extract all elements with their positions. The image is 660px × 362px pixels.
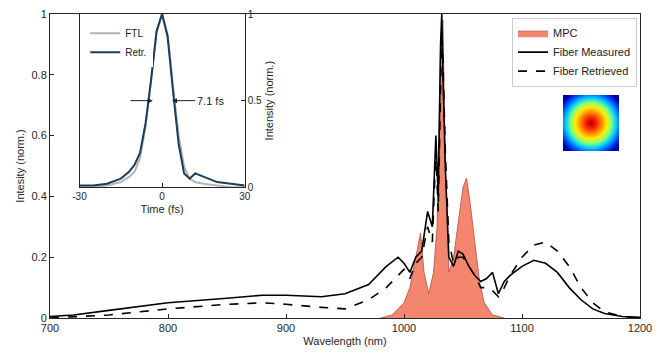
svg-text:800: 800 bbox=[159, 322, 177, 334]
svg-text:0: 0 bbox=[159, 191, 165, 202]
svg-text:0.2: 0.2 bbox=[32, 251, 47, 263]
svg-text:Fiber Retrieved: Fiber Retrieved bbox=[553, 65, 628, 77]
svg-text:Time (fs): Time (fs) bbox=[141, 203, 184, 215]
svg-text:30: 30 bbox=[239, 191, 251, 202]
svg-text:1000: 1000 bbox=[392, 322, 416, 334]
svg-text:7.1 fs: 7.1 fs bbox=[197, 95, 224, 107]
svg-text:1200: 1200 bbox=[628, 322, 652, 334]
svg-text:Wavelength (nm): Wavelength (nm) bbox=[303, 335, 386, 347]
svg-text:900: 900 bbox=[277, 322, 295, 334]
svg-text:MPC: MPC bbox=[553, 27, 578, 39]
svg-text:0.6: 0.6 bbox=[32, 129, 47, 141]
svg-text:FTL: FTL bbox=[125, 28, 143, 39]
svg-text:Retr.: Retr. bbox=[125, 47, 146, 58]
svg-text:700: 700 bbox=[41, 322, 59, 334]
svg-text:0.8: 0.8 bbox=[32, 69, 47, 81]
svg-text:1: 1 bbox=[41, 8, 47, 20]
svg-text:1100: 1100 bbox=[510, 322, 534, 334]
svg-text:Intesity (norm.): Intesity (norm.) bbox=[14, 129, 26, 202]
svg-text:0.5: 0.5 bbox=[248, 95, 262, 106]
svg-text:Fiber Measured: Fiber Measured bbox=[553, 46, 630, 58]
svg-text:Intensity (norm.): Intensity (norm.) bbox=[263, 61, 275, 140]
svg-text:-30: -30 bbox=[72, 191, 87, 202]
svg-text:1: 1 bbox=[248, 9, 254, 20]
svg-text:0.4: 0.4 bbox=[32, 190, 47, 202]
svg-text:0: 0 bbox=[41, 312, 47, 324]
svg-text:0: 0 bbox=[248, 182, 254, 193]
